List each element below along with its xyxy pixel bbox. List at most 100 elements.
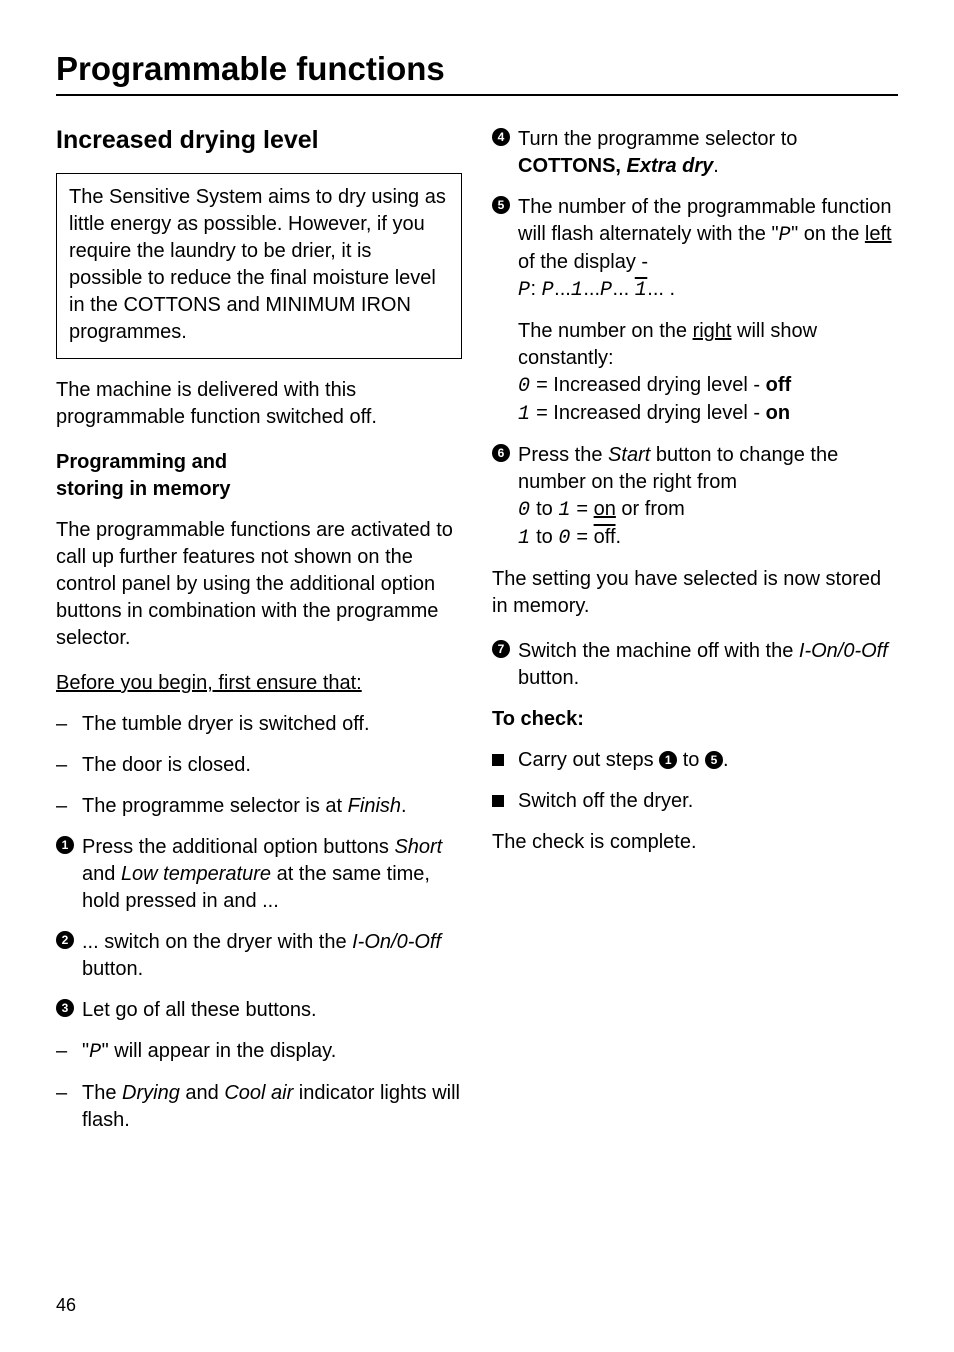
text: and [180,1082,224,1104]
numbered-step: 6 Press the Start button to change the n… [492,442,898,552]
text: to [677,749,705,771]
text-display: 1 [571,279,584,302]
text: Let go of all these buttons. [82,999,317,1021]
step-marker-icon: 5 [492,196,510,214]
text-display: P [779,224,792,247]
page-number: 46 [56,1295,76,1316]
sub-heading-line1: Programming and [56,451,227,473]
text: Press the [518,444,608,466]
text: . [401,795,407,817]
step-marker-icon: 5 [705,751,723,769]
numbered-step: 7 Switch the machine off with the I-On/0… [492,638,898,692]
text: button. [82,958,143,980]
text-italic: Low temperature [121,863,271,885]
text: . [723,749,729,771]
dash-list: The tumble dryer is switched off. The do… [56,711,462,820]
text-display: 1 [518,403,531,426]
text-uline: left [865,223,892,245]
indent-block: The number on the right will show consta… [492,318,898,428]
sub-heading-line2: storing in memory [56,478,230,500]
text-display: P [89,1041,102,1064]
text-bold: COTTONS, [518,155,627,177]
list-item: The Drying and Cool air indicator lights… [56,1080,462,1134]
text: Press the additional option buttons [82,836,394,858]
sub-heading: Programming and storing in memory [56,449,462,503]
step-marker-icon: 1 [659,751,677,769]
text-display: P [542,279,555,302]
text-bold: off [766,374,792,396]
text: Switch the machine off with the [518,640,799,662]
text-italic: Start [608,444,650,466]
underline-heading: Before you begin, first ensure that: [56,670,462,697]
list-item: The door is closed. [56,752,462,779]
text-italic: Short [394,836,442,858]
info-box: The Sensitive System aims to dry using a… [56,173,462,359]
text: = Increased drying level - [531,402,766,424]
text-display: P [600,279,613,302]
numbered-step: 1 Press the additional option buttons Sh… [56,834,462,915]
text-oline: off [594,526,616,548]
text-bold-italic: Extra dry [627,155,714,177]
dash-list: "P" will appear in the display. The Dryi… [56,1038,462,1134]
text: = [571,498,594,520]
right-column: 4 Turn the programme selector to COTTONS… [492,126,898,1148]
text-italic: Drying [122,1082,180,1104]
step-marker-icon: 1 [56,836,74,854]
title-rule [56,94,898,96]
text: Carry out steps [518,749,659,771]
step-marker-icon: 7 [492,640,510,658]
text-display: 1 [558,499,571,522]
paragraph: The machine is delivered with this progr… [56,377,462,431]
numbered-step: 5 The number of the programmable functio… [492,194,898,304]
text: to [531,498,559,520]
check-heading: To check: [492,706,898,733]
numbered-step: 3 Let go of all these buttons. [56,997,462,1024]
text: The number on the [518,320,693,342]
numbered-step: 4 Turn the programme selector to COTTONS… [492,126,898,180]
paragraph: The setting you have selected is now sto… [492,566,898,620]
step-marker-icon: 4 [492,128,510,146]
text: = Increased drying level - [531,374,766,396]
list-item: Switch off the dryer. [492,788,898,815]
text: Turn the programme selector to [518,128,797,150]
text: " on the [791,223,865,245]
text-display: 0 [518,499,531,522]
step-marker-icon: 3 [56,999,74,1017]
text: " will appear in the display. [102,1040,337,1062]
definition-row: 0 = Increased drying level - off [518,374,791,396]
text: of the display - [518,251,648,273]
list-item: The programme selector is at Finish. [56,793,462,820]
text-italic: Finish [348,795,401,817]
list-item: "P" will appear in the display. [56,1038,462,1066]
text: . [616,526,622,548]
left-column: Increased drying level The Sensitive Sys… [56,126,462,1148]
text: ... [613,278,635,300]
section-heading: Increased drying level [56,126,462,155]
text: ... . [647,278,675,300]
text: ... switch on the dryer with the [82,931,352,953]
list-item: Carry out steps 1 to 5. [492,747,898,774]
text: = [571,526,594,548]
text-display: P [518,279,531,302]
text: The [82,1082,122,1104]
text: : [531,278,542,300]
text-uline: on [594,498,616,520]
text-italic: Cool air [224,1082,293,1104]
square-list: Carry out steps 1 to 5. Switch off the d… [492,747,898,815]
step-marker-icon: 6 [492,444,510,462]
page-title: Programmable functions [56,50,898,88]
text-display: 0 [558,527,571,550]
text: The programme selector is at [82,795,348,817]
text: to [531,526,559,548]
text-display: 1 [635,279,648,302]
paragraph: The programmable functions are activated… [56,517,462,652]
definition-row: 1 = Increased drying level - on [518,402,790,424]
text: ... [583,278,600,300]
list-item: The tumble dryer is switched off. [56,711,462,738]
text-display: 1 [518,527,531,550]
paragraph: The check is complete. [492,829,898,856]
text-bold: on [766,402,790,424]
text-italic: I-On/0-Off [352,931,441,953]
text-italic: I-On/0-Off [799,640,888,662]
content-columns: Increased drying level The Sensitive Sys… [56,126,898,1148]
